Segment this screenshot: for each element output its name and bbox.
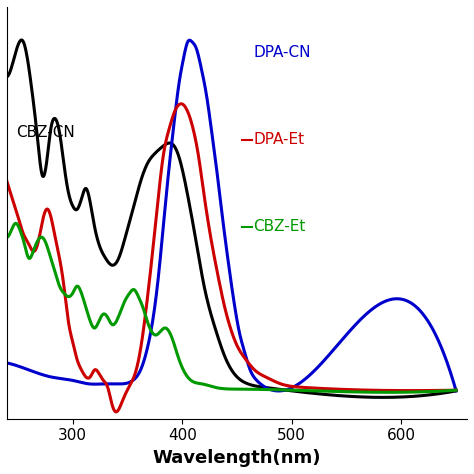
Text: CBZ-Et: CBZ-Et (254, 219, 306, 234)
Text: DPA-Et: DPA-Et (254, 132, 305, 147)
Text: DPA-CN: DPA-CN (254, 45, 311, 60)
X-axis label: Wavelength(nm): Wavelength(nm) (153, 449, 321, 467)
Text: CBZ-CN: CBZ-CN (16, 125, 74, 140)
